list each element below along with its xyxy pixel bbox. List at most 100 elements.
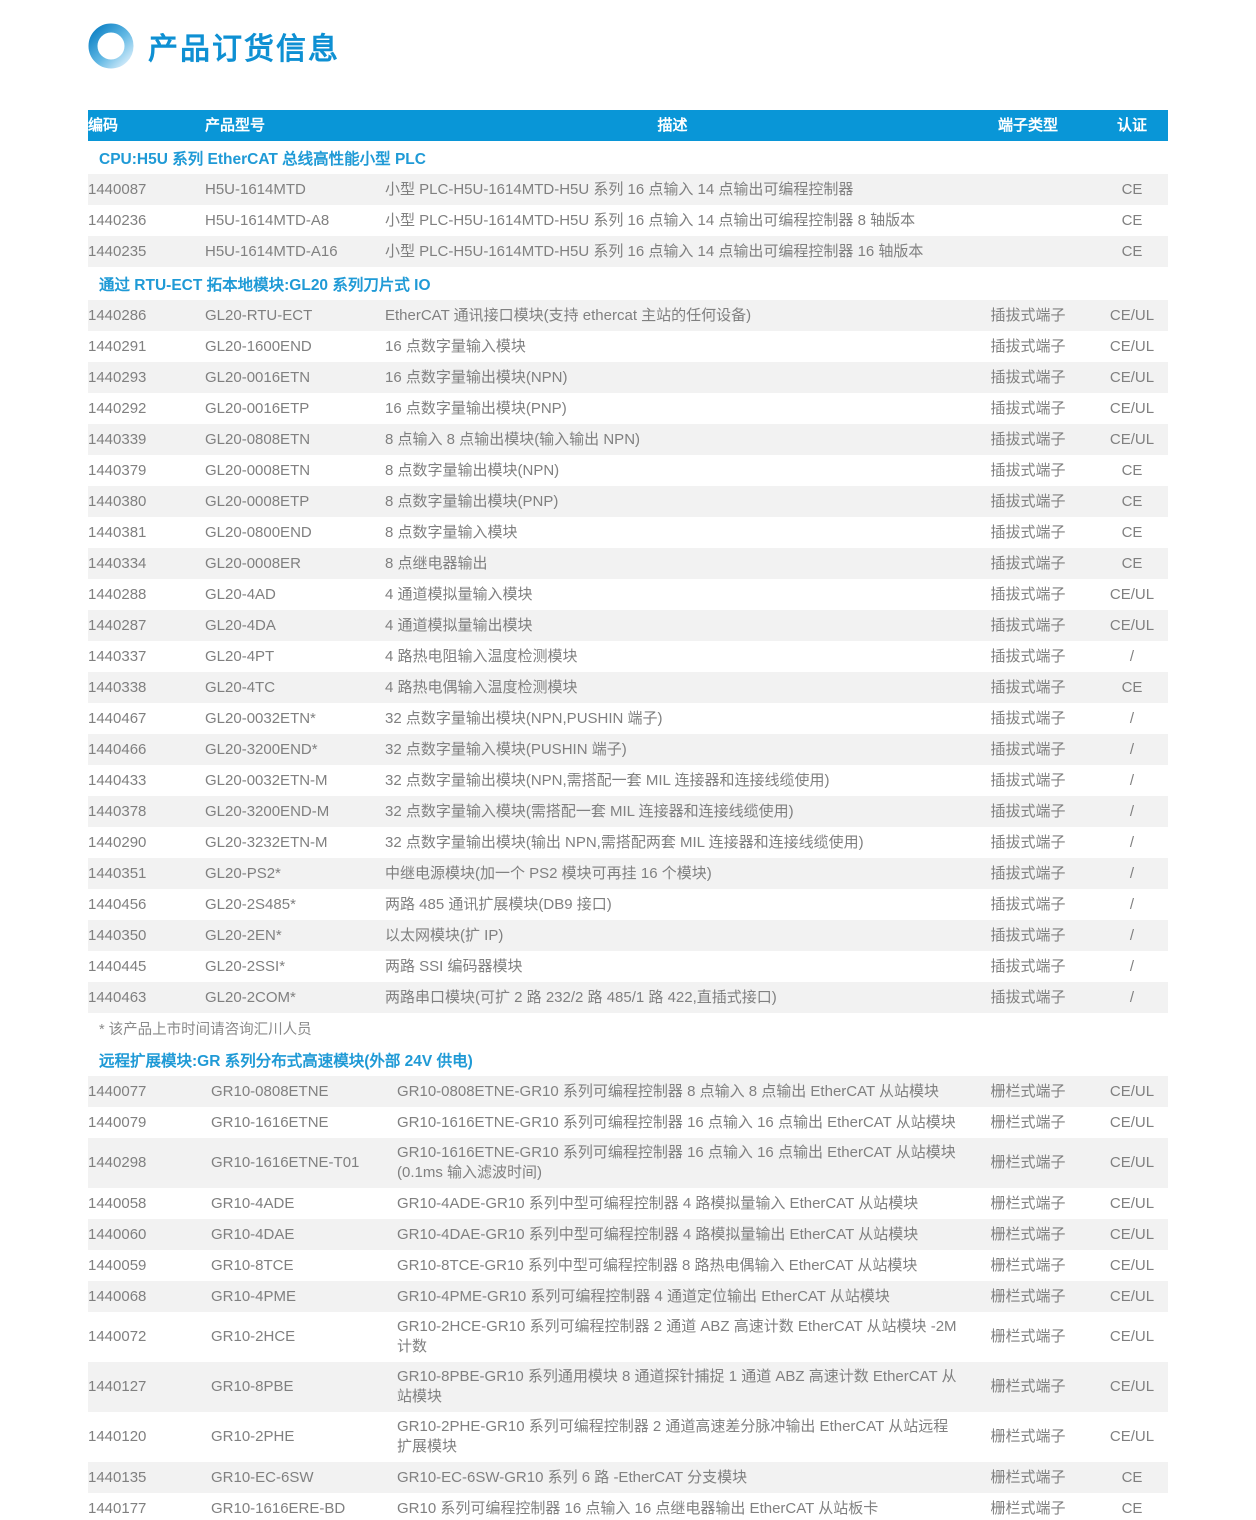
row-model: GL20-4TC: [205, 678, 276, 696]
row-cert: CE/UL: [1109, 1256, 1155, 1274]
row-model: H5U-1614MTD-A8: [205, 211, 330, 229]
row-desc: GR10-2PHE-GR10 系列可编程控制器 2 通道高速差分脉冲输出 Eth…: [397, 1418, 949, 1455]
row-code: 1440059: [88, 1256, 147, 1274]
section-title: 通过 RTU-ECT 拓本地模块:GL20 系列刀片式 IO: [99, 276, 431, 294]
row-model: H5U-1614MTD-A16: [205, 242, 338, 260]
header-terminal: 端子类型: [997, 116, 1058, 134]
table-row: 1440433 GL20-0032ETN-M 32 点数字量输出模块(NPN,需搭配…: [88, 765, 1168, 796]
row-desc: 32 点数字量输出模块(输出 NPN,需搭配两套 MIL 连接器和连接线缆使用): [385, 833, 864, 851]
row-terminal: 插拔式端子: [990, 988, 1066, 1006]
row-cert: /: [1129, 988, 1135, 1006]
row-terminal: 插拔式端子: [990, 430, 1066, 448]
table-row: 1440127 GR10-8PBE GR10-8PBE-GR10 系列通用模块 8 …: [88, 1362, 1168, 1412]
row-model: GL20-4AD: [205, 585, 276, 603]
row-model: GL20-0008ETP: [205, 492, 310, 510]
row-desc: 4 路热电阻输入温度检测模块: [385, 647, 578, 665]
row-code: 1440466: [88, 740, 147, 758]
header-model: 产品型号: [205, 116, 266, 134]
row-code: 1440292: [88, 399, 147, 417]
row-desc: 8 点数字量输入模块: [385, 523, 518, 541]
table-row: 1440059 GR10-8TCE GR10-8TCE-GR10 系列中型可编程控制…: [88, 1250, 1168, 1281]
row-desc: 8 点继电器输出: [385, 554, 488, 572]
table-row: 1440058 GR10-4ADE GR10-4ADE-GR10 系列中型可编程控制…: [88, 1188, 1168, 1219]
product-table: 编码 产品型号 描述 端子类型 认证 CPU:H5U 系列 EtherCAT 总…: [88, 110, 1168, 1520]
row-terminal: 插拔式端子: [990, 957, 1066, 975]
row-model: GL20-0008ETN: [205, 461, 311, 479]
row-model: GL20-3200END-M: [205, 802, 330, 820]
row-terminal: 插拔式端子: [990, 740, 1066, 758]
row-desc: 两路 485 通讯扩展模块(DB9 接口): [385, 895, 612, 913]
row-cert: /: [1129, 895, 1135, 913]
row-code: 1440077: [88, 1082, 147, 1100]
row-code: 1440286: [88, 306, 147, 324]
row-model: GL20-0800END: [205, 523, 312, 541]
table-body: CPU:H5U 系列 EtherCAT 总线高性能小型 PLC 1440087 H5…: [88, 141, 1168, 1520]
row-desc: 4 通道模拟量输出模块: [385, 616, 533, 634]
row-code: 1440463: [88, 988, 147, 1006]
row-model: GR10-1616ETNE: [211, 1113, 329, 1131]
row-desc: 16 点数字量输出模块(NPN): [385, 368, 568, 386]
row-cert: CE: [1121, 678, 1143, 696]
row-terminal: 栅栏式端子: [990, 1194, 1066, 1212]
row-cert: CE/UL: [1109, 1378, 1155, 1395]
row-cert: /: [1129, 740, 1135, 758]
row-cert: CE: [1121, 461, 1143, 479]
section-title: CPU:H5U 系列 EtherCAT 总线高性能小型 PLC: [99, 150, 426, 168]
row-cert: /: [1129, 957, 1135, 975]
row-model: GL20-0016ETN: [205, 368, 311, 386]
row-terminal: 栅栏式端子: [990, 1082, 1066, 1100]
row-desc: GR10-2HCE-GR10 系列可编程控制器 2 通道 ABZ 高速计数 Et…: [397, 1318, 957, 1355]
table-row: 1440351 GL20-PS2* 中继电源模块(加一个 PS2 模块可再挂 16 …: [88, 858, 1168, 889]
row-terminal: [960, 216, 1096, 226]
table-row: 1440445 GL20-2SSI* 两路 SSI 编码器模块 插拔式端子 /: [88, 951, 1168, 982]
table-row: 1440077 GR10-0808ETNE GR10-0808ETNE-GR10 系…: [88, 1076, 1168, 1107]
row-terminal: [960, 185, 1096, 195]
row-cert: CE/UL: [1109, 616, 1155, 634]
gradient-ring-icon: [88, 23, 134, 69]
table-row: 1440072 GR10-2HCE GR10-2HCE-GR10 系列可编程控制器 …: [88, 1312, 1168, 1362]
table-row: 1440236 H5U-1614MTD-A8 小型 PLC-H5U-1614MTD-…: [88, 205, 1168, 236]
row-code: 1440058: [88, 1194, 147, 1212]
row-code: 1440072: [88, 1328, 147, 1345]
row-terminal: 栅栏式端子: [990, 1499, 1066, 1517]
row-model: GL20-3200END*: [205, 740, 318, 758]
table-row: 1440466 GL20-3200END* 32 点数字量输入模块(PUSHIN 端…: [88, 734, 1168, 765]
row-model: GL20-2EN*: [205, 926, 282, 944]
row-desc: EtherCAT 通讯接口模块(支持 ethercat 主站的任何设备): [385, 306, 752, 324]
table-row: 1440337 GL20-4PT 4 路热电阻输入温度检测模块 插拔式端子 /: [88, 641, 1168, 672]
row-code: 1440378: [88, 802, 147, 820]
row-cert: /: [1129, 926, 1135, 944]
row-model: H5U-1614MTD: [205, 180, 306, 198]
table-row: 1440334 GL20-0008ER 8 点继电器输出 插拔式端子 CE: [88, 548, 1168, 579]
row-cert: CE/UL: [1109, 1225, 1155, 1243]
row-code: 1440298: [88, 1154, 147, 1171]
table-row: 1440380 GL20-0008ETP 8 点数字量输出模块(PNP) 插拔式端子 C…: [88, 486, 1168, 517]
row-code: 1440445: [88, 957, 147, 975]
row-cert: CE: [1121, 492, 1143, 510]
row-cert: CE: [1121, 1468, 1143, 1486]
row-cert: /: [1129, 771, 1135, 789]
row-model: GR10-2HCE: [211, 1328, 296, 1345]
row-model: GR10-8TCE: [211, 1256, 294, 1274]
page-title: 产品订货信息: [148, 33, 340, 66]
row-code: 1440291: [88, 337, 147, 355]
table-row: 1440120 GR10-2PHE GR10-2PHE-GR10 系列可编程控制器 …: [88, 1412, 1168, 1462]
row-model: GR10-4DAE: [211, 1225, 295, 1243]
row-terminal: 插拔式端子: [990, 926, 1066, 944]
row-desc: 32 点数字量输出模块(NPN,PUSHIN 端子): [385, 709, 663, 727]
row-desc: 两路串口模块(可扩 2 路 232/2 路 485/1 路 422,直插式接口): [385, 988, 777, 1006]
table-row: 1440291 GL20-1600END 16 点数字量输入模块 插拔式端子 CE/UL: [88, 331, 1168, 362]
row-cert: CE/UL: [1109, 399, 1155, 417]
row-terminal: 插拔式端子: [990, 585, 1066, 603]
row-model: GR10-1616ETNE-T01: [211, 1154, 360, 1171]
row-cert: CE: [1121, 211, 1143, 229]
table-row: 1440339 GL20-0808ETN 8 点输入 8 点输出模块(输入输出 NP…: [88, 424, 1168, 455]
row-terminal: 插拔式端子: [990, 306, 1066, 324]
row-terminal: 栅栏式端子: [990, 1113, 1066, 1131]
row-code: 1440334: [88, 554, 147, 572]
row-model: GR10-1616ERE-BD: [211, 1499, 346, 1517]
row-desc: 16 点数字量输入模块: [385, 337, 526, 355]
row-desc: GR10-8PBE-GR10 系列通用模块 8 通道探针捕捉 1 通道 ABZ …: [397, 1368, 957, 1405]
row-code: 1440087: [88, 180, 147, 198]
row-code: 1440060: [88, 1225, 147, 1243]
